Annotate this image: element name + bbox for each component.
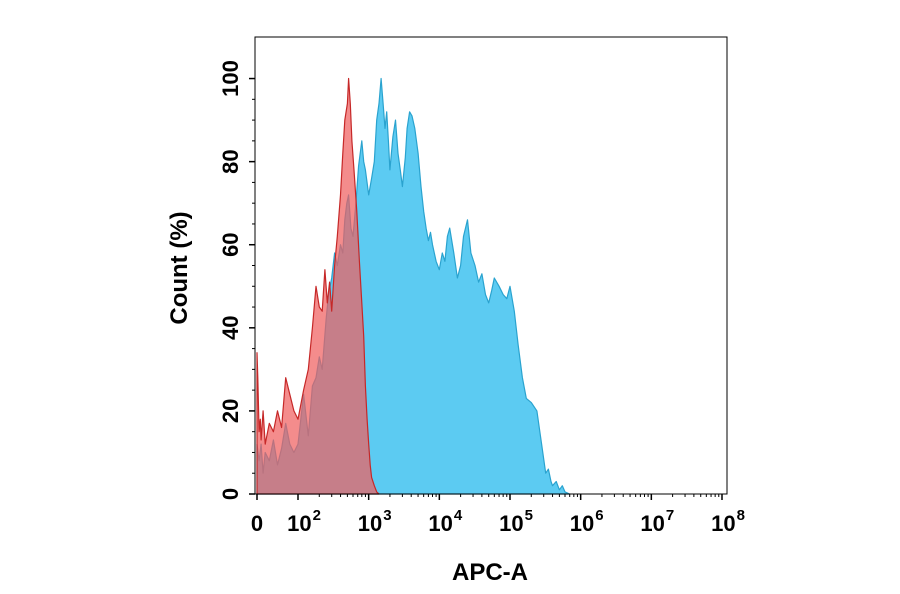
x-tick-label: 106 xyxy=(570,507,604,536)
x-tick-label: 108 xyxy=(711,507,745,536)
x-axis-title: APC-A xyxy=(452,559,528,586)
x-tick-label: 105 xyxy=(499,507,533,536)
x-tick-label: 103 xyxy=(358,507,392,536)
histogram-series-2 xyxy=(256,77,380,495)
y-tick-label: 0 xyxy=(218,488,243,500)
y-tick-label: 80 xyxy=(218,149,243,173)
y-axis: 0 20 40 60 80 100 xyxy=(218,60,255,500)
y-axis-title: Count (%) xyxy=(166,211,193,324)
y-tick-label: 40 xyxy=(218,316,243,340)
x-axis: 0 102 103 104 105 106 107 108 xyxy=(251,494,745,536)
x-tick-label: 102 xyxy=(287,507,321,536)
x-tick-label: 0 xyxy=(251,511,263,536)
y-tick-label: 100 xyxy=(218,60,243,97)
x-tick-label: 104 xyxy=(428,507,462,536)
x-tick-label: 107 xyxy=(640,507,674,536)
y-tick-label: 20 xyxy=(218,399,243,423)
y-tick-label: 60 xyxy=(218,232,243,256)
plot-area xyxy=(254,36,728,495)
